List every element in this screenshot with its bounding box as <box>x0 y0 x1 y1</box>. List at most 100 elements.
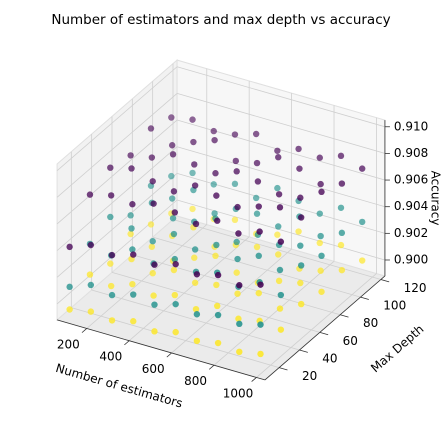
y-tick-label: 60 <box>343 334 358 348</box>
point <box>359 165 366 172</box>
point <box>127 152 134 159</box>
y-tick-label: 120 <box>404 281 427 295</box>
point <box>169 215 177 222</box>
point <box>170 266 178 274</box>
point <box>130 251 137 258</box>
point <box>274 147 281 154</box>
tick-mark <box>251 377 257 382</box>
point <box>170 230 178 238</box>
point <box>338 180 346 187</box>
tick-mark <box>166 352 172 358</box>
point <box>151 328 158 335</box>
point <box>191 161 198 168</box>
point <box>275 191 283 198</box>
point <box>214 271 222 279</box>
point <box>236 282 243 289</box>
point <box>214 302 221 310</box>
point <box>277 238 285 245</box>
point <box>316 210 323 217</box>
point <box>210 127 217 135</box>
point <box>231 216 239 224</box>
point <box>149 238 156 245</box>
point <box>191 246 199 253</box>
point <box>191 182 199 189</box>
point <box>255 252 262 260</box>
x-tick-label: 800 <box>184 374 207 388</box>
point <box>87 281 95 289</box>
point <box>168 195 176 202</box>
grid-line <box>171 248 292 354</box>
point <box>214 217 221 224</box>
point <box>172 300 179 308</box>
point <box>275 223 282 230</box>
point <box>171 291 179 299</box>
point <box>253 159 261 167</box>
point <box>66 306 73 313</box>
tick-mark <box>299 349 308 353</box>
point <box>317 267 324 274</box>
point <box>359 218 366 226</box>
point <box>316 154 323 161</box>
point <box>108 317 116 324</box>
x-axis-label: Number of estimators <box>54 361 184 411</box>
point <box>234 203 241 211</box>
point <box>191 254 198 261</box>
point <box>234 290 241 297</box>
point <box>149 269 156 277</box>
point <box>338 229 346 237</box>
point <box>275 154 282 161</box>
point <box>318 288 325 295</box>
point <box>189 205 196 213</box>
tick-mark <box>279 367 288 371</box>
point <box>277 291 285 299</box>
point <box>130 291 137 298</box>
point <box>171 209 179 216</box>
point <box>129 280 136 288</box>
point <box>316 239 323 247</box>
z-tick-label: 0.908 <box>394 146 428 160</box>
point <box>147 221 155 228</box>
point <box>295 228 302 235</box>
y-tick-label: 40 <box>322 351 337 365</box>
point <box>149 178 156 185</box>
point <box>276 204 284 211</box>
point <box>337 204 345 211</box>
point <box>168 172 175 180</box>
point <box>168 142 176 149</box>
point <box>277 326 285 333</box>
point <box>214 339 222 347</box>
point <box>192 220 200 228</box>
point <box>337 152 345 160</box>
point <box>107 260 114 267</box>
point <box>148 154 156 161</box>
point <box>275 251 282 258</box>
point <box>297 242 304 249</box>
point <box>338 266 346 274</box>
grid-line <box>152 236 361 298</box>
point <box>255 203 262 210</box>
point <box>297 279 304 287</box>
point <box>108 291 116 299</box>
point <box>150 292 157 299</box>
x-tick-label: 600 <box>142 362 165 376</box>
point <box>233 269 240 276</box>
point <box>231 131 239 138</box>
point <box>193 311 201 318</box>
point <box>66 243 73 251</box>
point <box>252 194 260 202</box>
point <box>213 241 220 249</box>
grid-line <box>176 66 386 128</box>
point <box>235 230 242 237</box>
point <box>233 238 240 246</box>
z-tick-label: 0.904 <box>394 199 428 213</box>
point <box>172 328 179 336</box>
point <box>212 252 219 260</box>
point <box>276 305 284 312</box>
y-tick-label: 100 <box>383 299 406 313</box>
y-tick-label: 80 <box>363 316 378 330</box>
point <box>129 201 136 208</box>
point <box>212 170 219 177</box>
z-tick-label: 0.900 <box>394 252 428 266</box>
point <box>232 157 240 165</box>
